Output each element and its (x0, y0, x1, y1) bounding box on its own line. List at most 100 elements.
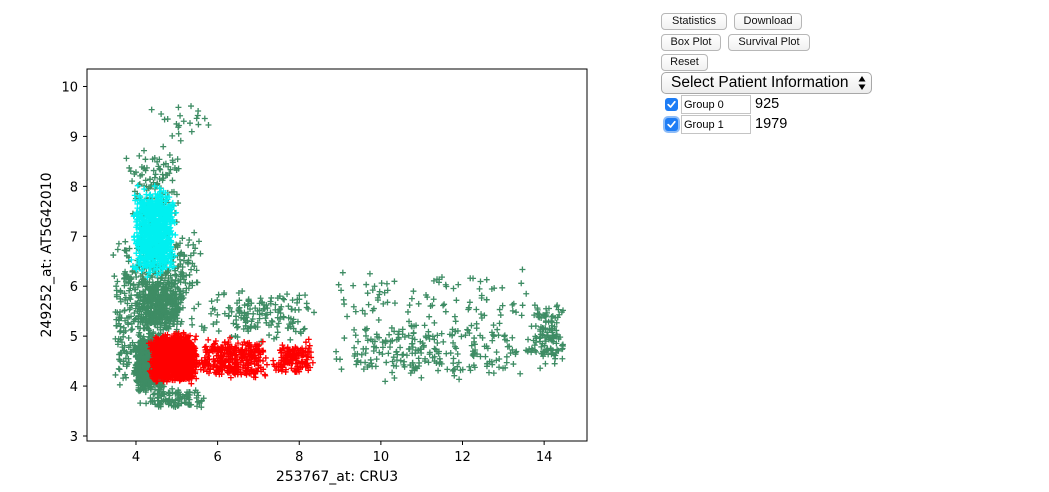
data-point (384, 287, 391, 294)
data-point (191, 336, 198, 343)
data-point (468, 322, 475, 329)
data-point (208, 298, 215, 305)
data-point (553, 319, 560, 326)
data-point (557, 334, 564, 341)
data-point (195, 108, 202, 115)
data-point (120, 333, 127, 340)
data-point (152, 298, 159, 305)
data-point (289, 319, 296, 326)
data-point (374, 333, 381, 340)
data-point (158, 398, 165, 405)
data-point (493, 357, 500, 364)
data-point (148, 106, 155, 113)
data-point (341, 335, 348, 342)
data-point (274, 314, 281, 321)
data-point (539, 350, 546, 357)
data-point (116, 351, 123, 358)
data-point (425, 359, 432, 366)
data-point (120, 329, 127, 336)
data-point (509, 307, 516, 314)
data-point (133, 273, 140, 280)
data-point (379, 351, 386, 358)
data-point (495, 332, 502, 339)
data-point (117, 289, 124, 296)
data-point (214, 297, 221, 304)
data-point (173, 191, 180, 198)
data-point (179, 293, 186, 300)
data-point (162, 271, 169, 278)
data-point (559, 355, 566, 362)
data-point (116, 381, 123, 388)
data-point (533, 339, 540, 346)
data-point (415, 355, 422, 362)
data-point (115, 365, 122, 372)
data-point (141, 374, 148, 381)
data-point (123, 349, 130, 356)
data-point (161, 390, 168, 397)
data-point (210, 321, 217, 328)
data-point (518, 280, 525, 287)
data-point (172, 277, 179, 284)
data-point (152, 171, 159, 178)
data-point (400, 351, 407, 358)
data-point (274, 323, 281, 330)
data-point (373, 356, 380, 363)
data-point (350, 303, 357, 310)
data-point (134, 308, 141, 315)
data-point (297, 328, 304, 335)
data-point (122, 355, 129, 362)
data-point (136, 305, 143, 312)
data-point (410, 330, 417, 337)
data-point (139, 270, 146, 277)
data-point (542, 326, 549, 333)
data-point (431, 319, 438, 326)
data-point (451, 343, 458, 350)
data-point (405, 332, 412, 339)
data-point (184, 259, 191, 266)
data-point (175, 389, 182, 396)
data-point (256, 300, 263, 307)
data-point (363, 325, 370, 332)
data-point (241, 312, 248, 319)
data-point (160, 143, 167, 150)
data-point (149, 284, 156, 291)
data-point (393, 363, 400, 370)
data-point (370, 305, 377, 312)
data-point (432, 346, 439, 353)
data-point (252, 305, 259, 312)
data-point (121, 282, 128, 289)
data-point (337, 356, 344, 363)
data-point (130, 281, 137, 288)
data-point (277, 306, 284, 313)
data-point (150, 391, 157, 398)
data-point (453, 297, 460, 304)
data-point (129, 178, 136, 185)
data-point (193, 267, 200, 274)
data-point (350, 282, 357, 289)
data-point (452, 328, 459, 335)
point-series-group_0-5 (149, 385, 207, 411)
data-point (384, 299, 391, 306)
data-point (365, 301, 372, 308)
data-point (478, 311, 485, 318)
data-point (189, 282, 196, 289)
data-point (553, 340, 560, 347)
data-point (112, 309, 119, 316)
data-point (116, 328, 123, 335)
data-point (288, 306, 295, 313)
data-point (167, 398, 174, 405)
data-point (368, 360, 375, 367)
data-point (189, 321, 196, 328)
data-point (378, 280, 385, 287)
data-point (171, 399, 178, 406)
data-point (435, 367, 442, 374)
data-point (284, 291, 291, 298)
data-point (549, 327, 556, 334)
data-point (234, 300, 241, 307)
data-point (124, 300, 131, 307)
data-point (305, 305, 312, 312)
data-point (468, 342, 475, 349)
data-point (244, 317, 251, 324)
data-point (120, 375, 127, 382)
data-point (389, 337, 396, 344)
